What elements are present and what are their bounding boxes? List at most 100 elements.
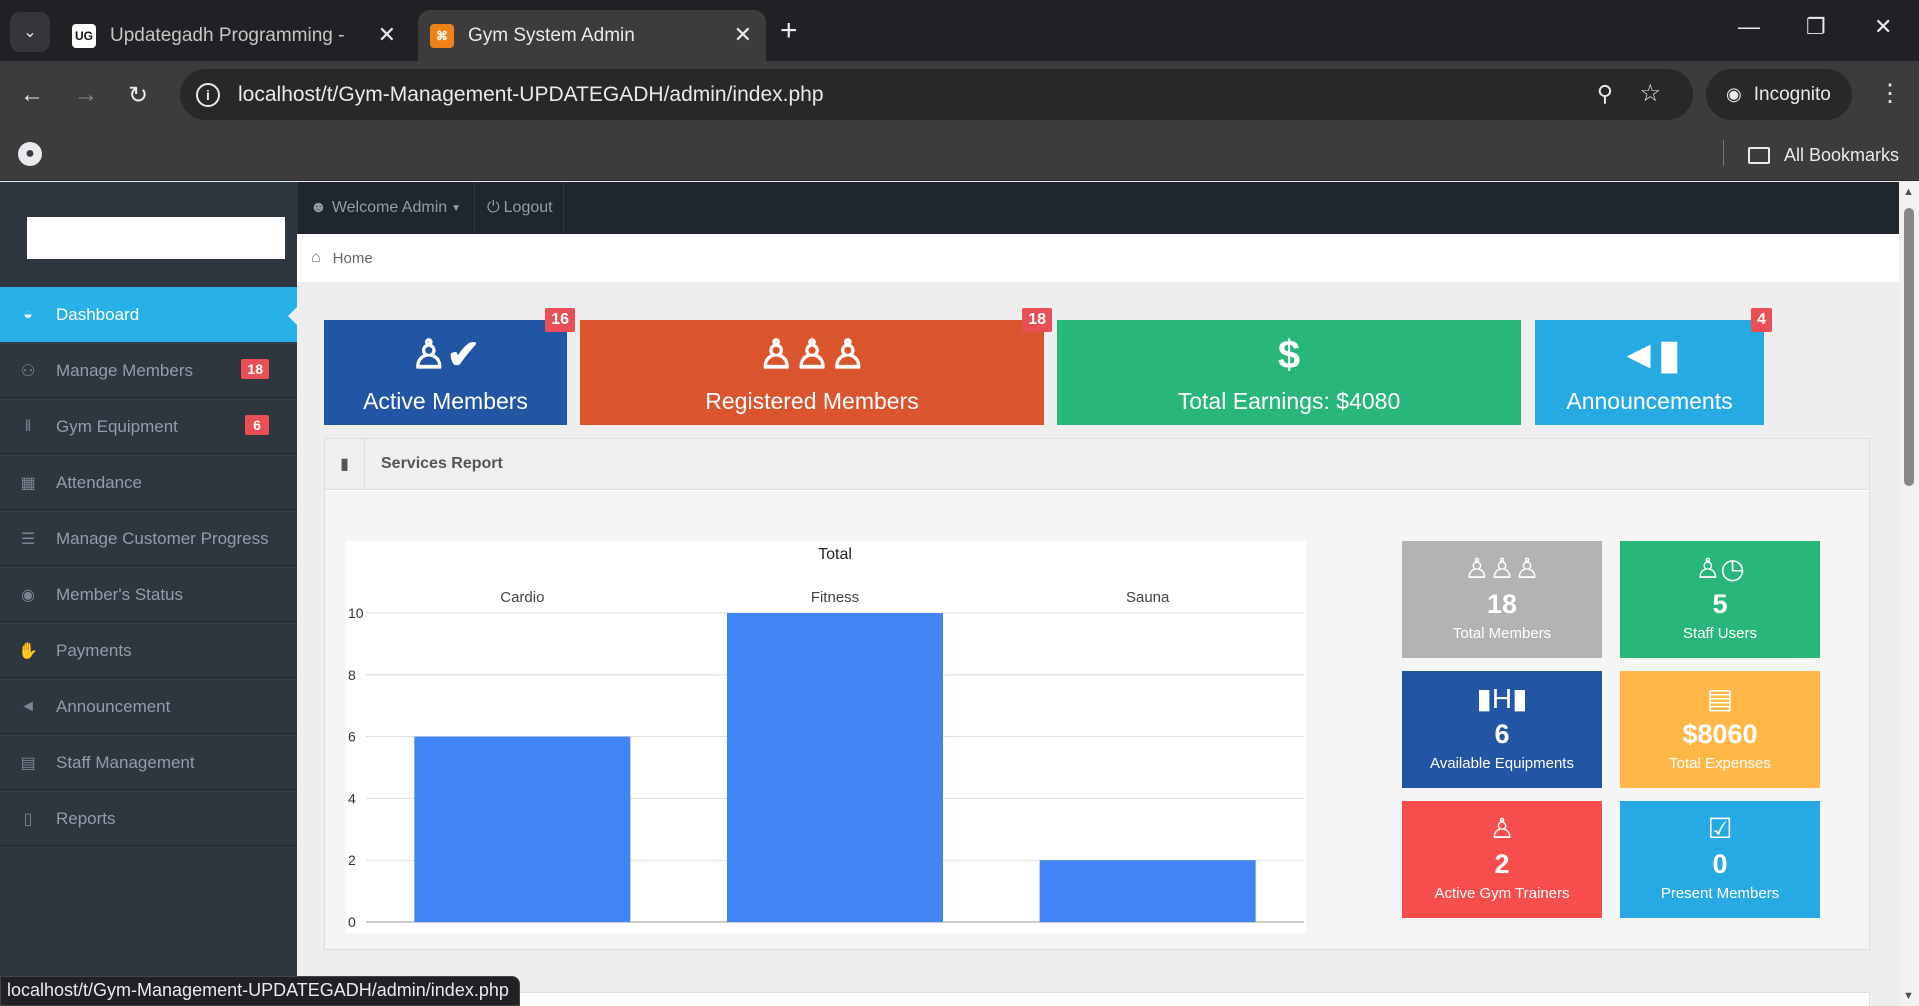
y-tick-label: 4 (348, 790, 356, 806)
stat-label: Announcements (1566, 388, 1733, 414)
tile-present-members[interactable]: ☑ 0 Present Members (1620, 801, 1820, 918)
category-label: Sauna (1126, 589, 1170, 606)
all-bookmarks-button[interactable]: All Bookmarks (1748, 138, 1899, 172)
category-label: Cardio (500, 589, 544, 606)
url-text[interactable]: localhost/t/Gym-Management-UPDATEGADH/ad… (238, 82, 824, 106)
logout-button[interactable]: ⏻ Logout (474, 182, 564, 234)
users-icon: ♙♙♙ (758, 333, 866, 377)
services-bar-chart: Total 0 2 4 6 8 10 Cardio Fitness Sauna (346, 541, 1306, 933)
sidebar-item-payments[interactable]: ✋ Payments (0, 623, 297, 678)
scroll-down-icon[interactable]: ▼ (1903, 990, 1914, 1002)
panel-header: ▮ Services Report (325, 438, 1869, 490)
restore-icon[interactable]: ❐ (1806, 14, 1826, 39)
tab-favicon: UG (72, 23, 96, 48)
sidebar-item-label: Manage Customer Progress (56, 528, 269, 548)
back-arrow-icon[interactable]: ← (20, 81, 44, 108)
new-tab-button[interactable]: + (780, 14, 798, 47)
sidebar-item-dashboard[interactable]: ◒ Dashboard (0, 287, 298, 342)
bullhorn-icon: ◄▮ (1618, 333, 1681, 377)
bookmark-star-icon[interactable]: ☆ (1639, 80, 1661, 107)
dashboard-icon: ◒ (23, 305, 33, 323)
count-badge: 6 (245, 415, 269, 435)
site-info-icon[interactable]: i (196, 82, 220, 107)
bar-sauna (1039, 860, 1256, 922)
panel-body: Total 0 2 4 6 8 10 Cardio Fitness Sauna ♙♙♙ 18 To… (325, 491, 1869, 949)
sidebar-item-label: Staff Management (56, 752, 195, 772)
bar-cardio (414, 736, 631, 922)
sidebar-item-label: Dashboard (56, 304, 140, 324)
tab-title: Gym System Admin (468, 24, 635, 46)
sidebar-item-manage-members[interactable]: ⚇ Manage Members 18 (0, 343, 297, 398)
count-badge: 18 (1022, 308, 1052, 332)
minimize-icon[interactable]: — (1738, 14, 1760, 39)
sidebar-item-label: Payments (56, 640, 132, 660)
stat-registered-members[interactable]: ♙♙♙ Registered Members 18 (580, 308, 1052, 425)
address-bar[interactable]: i localhost/t/Gym-Management-UPDATEGADH/… (180, 69, 1693, 120)
sidebar-item-customer-progress[interactable]: ☰ Manage Customer Progress (0, 511, 297, 566)
count-badge: 18 (241, 359, 269, 379)
tile-active-gym-trainers[interactable]: ♙ 2 Active Gym Trainers (1402, 801, 1602, 918)
sidebar-item-staff-management[interactable]: ▤ Staff Management (0, 735, 297, 790)
incognito-icon: ◉ (1726, 84, 1742, 104)
user-icon: ☻ (310, 199, 327, 216)
breadcrumb-home[interactable]: Home (332, 249, 373, 267)
forward-arrow-icon[interactable]: → (74, 81, 98, 108)
users-icon: ⚇ (20, 362, 36, 380)
list-icon: ☰ (20, 530, 36, 548)
count-badge: 4 (1751, 308, 1772, 332)
welcome-dropdown[interactable]: ☻ Welcome Admin ▼ (297, 182, 475, 234)
logout-label: Logout (503, 199, 553, 216)
zoom-icon[interactable]: ⚲ (1596, 81, 1613, 106)
sidebar-item-label: Member's Status (56, 584, 184, 604)
sidebar-item-gym-equipment[interactable]: ‖ Gym Equipment 6 (0, 399, 297, 454)
stat-active-members[interactable]: ♙✔ Active Members 16 (324, 308, 575, 425)
power-icon: ⏻ (487, 199, 500, 216)
breadcrumb: ⌂ Home (297, 234, 1899, 282)
briefcase-icon: ▤ (20, 754, 36, 772)
tile-total-expenses[interactable]: ▤ $8060 Total Expenses (1620, 671, 1820, 788)
eye-icon: ◉ (21, 586, 35, 604)
tile-value: 5 (1712, 589, 1728, 619)
sidebar-item-reports[interactable]: ▯ Reports (0, 791, 297, 846)
tile-staff-users[interactable]: ♙◷ 5 Staff Users (1620, 541, 1820, 658)
tile-label: Active Gym Trainers (1434, 885, 1570, 902)
sidebar-item-label: Manage Members (56, 360, 194, 380)
scroll-up-icon[interactable]: ▲ (1903, 186, 1914, 198)
tab-search-button[interactable]: ⌄ (10, 12, 50, 52)
close-icon[interactable]: ✕ (733, 22, 752, 47)
sidebar-item-announcement[interactable]: ◄ Announcement (0, 679, 297, 734)
chart-title: Total (818, 546, 852, 563)
browser-toolbar: ← → ↻ i localhost/t/Gym-Management-UPDAT… (0, 61, 1919, 130)
scrollbar-thumb[interactable] (1904, 208, 1914, 486)
stat-announcements[interactable]: ◄▮ Announcements 4 (1535, 308, 1772, 425)
trainer-icon: ♙ (1489, 813, 1515, 844)
tile-value: 6 (1494, 719, 1510, 749)
close-window-icon[interactable]: ✕ (1874, 14, 1893, 39)
tile-available-equipments[interactable]: ▮H▮ 6 Available Equipments (1402, 671, 1602, 788)
tile-total-members[interactable]: ♙♙♙ 18 Total Members (1402, 541, 1602, 658)
category-label: Fitness (811, 589, 859, 606)
y-tick-label: 10 (348, 605, 364, 621)
browser-tab-active[interactable]: ⌘ Gym System Admin ✕ (418, 10, 766, 61)
browser-tab[interactable]: UG Updategadh Programming - Up ✕ (58, 10, 410, 61)
y-tick-label: 0 (348, 914, 356, 930)
stat-label: Registered Members (705, 388, 919, 414)
hand-money-icon: ✋ (18, 642, 38, 660)
menu-dots-icon[interactable]: ⋮ (1878, 80, 1902, 107)
sidebar-item-attendance[interactable]: ▦ Attendance (0, 455, 297, 510)
stat-total-earnings[interactable]: $ Total Earnings: $4080 (1057, 320, 1521, 425)
sidebar-item-label: Gym Equipment (56, 416, 178, 436)
incognito-button[interactable]: ◉ Incognito (1706, 69, 1852, 120)
globe-icon[interactable]: ● (18, 142, 42, 166)
tile-value: $8060 (1682, 719, 1758, 749)
page-scrollbar[interactable]: ▲ ▼ (1899, 182, 1919, 1006)
sidebar-item-member-status[interactable]: ◉ Member's Status (0, 567, 297, 622)
sidebar: ◒ Dashboard ⚇ Manage Members 18 ‖ Gym Eq… (0, 182, 298, 1006)
file-icon: ▯ (23, 810, 33, 828)
close-icon[interactable]: ✕ (377, 22, 396, 47)
y-tick-label: 2 (348, 852, 356, 868)
home-icon: ⌂ (311, 249, 321, 266)
users-icon: ♙♙♙ (1464, 553, 1540, 584)
reload-icon[interactable]: ↻ (128, 82, 149, 109)
bookmarks-divider (1723, 140, 1724, 166)
